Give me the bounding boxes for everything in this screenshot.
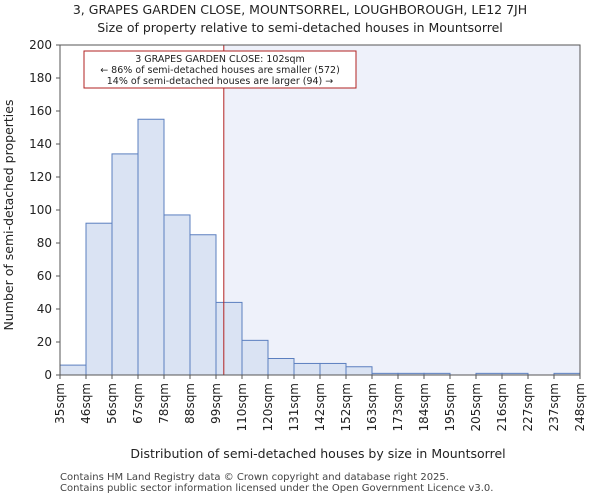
annotation-line-1: 3 GRAPES GARDEN CLOSE: 102sqm: [135, 54, 305, 65]
y-tick-label: 80: [37, 236, 52, 250]
x-tick-label: 110sqm: [235, 383, 249, 431]
y-axis-label: Number of semi-detached properties: [1, 100, 16, 331]
bar-131sqm: [293, 362, 321, 376]
footer-licence: Contains public sector information licen…: [60, 483, 494, 494]
y-tick-label: 20: [37, 335, 52, 349]
x-tick-label: 120sqm: [261, 383, 275, 431]
x-tick-label: 88sqm: [183, 383, 197, 424]
bar-99sqm: [215, 301, 243, 376]
x-tick-label: 152sqm: [339, 383, 353, 431]
footer-copyright: Contains HM Land Registry data © Crown c…: [60, 472, 449, 483]
bar-110sqm: [241, 339, 269, 376]
x-tick-label: 78sqm: [157, 383, 171, 424]
x-axis-label: Distribution of semi-detached houses by …: [130, 446, 505, 461]
chart-title: 3, GRAPES GARDEN CLOSE, MOUNTSORREL, LOU…: [72, 2, 528, 17]
x-tick-label: 173sqm: [391, 383, 405, 431]
x-tick-label: 142sqm: [313, 383, 327, 431]
x-tick-label: 131sqm: [287, 383, 301, 431]
marker-annotation: 3 GRAPES GARDEN CLOSE: 102sqm ← 86% of s…: [83, 50, 357, 89]
y-tick-label: 60: [37, 269, 52, 283]
bar-56sqm: [111, 153, 139, 376]
bar-88sqm: [189, 234, 217, 376]
y-tick-label: 200: [29, 38, 52, 52]
y-tick-label: 180: [29, 71, 52, 85]
larger-region-shade: [223, 45, 581, 375]
x-tick-label: 227sqm: [521, 383, 535, 431]
y-tick-label: 120: [29, 170, 52, 184]
x-tick-label: 216sqm: [495, 383, 509, 431]
x-tick-label: 237sqm: [547, 383, 561, 431]
annotation-box: [83, 50, 357, 89]
y-tick-label: 0: [44, 368, 52, 382]
bar-67sqm: [137, 118, 165, 376]
bar-35sqm: [59, 364, 87, 376]
x-tick-label: 163sqm: [365, 383, 379, 431]
bar-142sqm: [319, 362, 347, 376]
annotation-line-2: ← 86% of semi-detached houses are smalle…: [100, 65, 340, 76]
chart-subtitle: Size of property relative to semi-detach…: [97, 20, 503, 35]
y-tick-label: 100: [29, 203, 52, 217]
x-tick-label: 56sqm: [105, 383, 119, 424]
x-tick-label: 67sqm: [131, 383, 145, 424]
y-tick-label: 140: [29, 137, 52, 151]
x-tick-label: 184sqm: [417, 383, 431, 431]
bar-120sqm: [267, 358, 295, 376]
y-tick-label: 160: [29, 104, 52, 118]
x-tick-label: 248sqm: [573, 383, 587, 431]
bar-78sqm: [163, 214, 191, 376]
x-tick-label: 46sqm: [79, 383, 93, 424]
x-tick-label: 35sqm: [53, 383, 67, 424]
annotation-line-3: 14% of semi-detached houses are larger (…: [107, 76, 334, 87]
bar-152sqm: [345, 366, 373, 376]
x-tick-label: 195sqm: [443, 383, 457, 431]
x-tick-label: 99sqm: [209, 383, 223, 424]
y-tick-label: 40: [37, 302, 52, 316]
x-tick-label: 205sqm: [469, 383, 483, 431]
bar-46sqm: [85, 222, 113, 376]
